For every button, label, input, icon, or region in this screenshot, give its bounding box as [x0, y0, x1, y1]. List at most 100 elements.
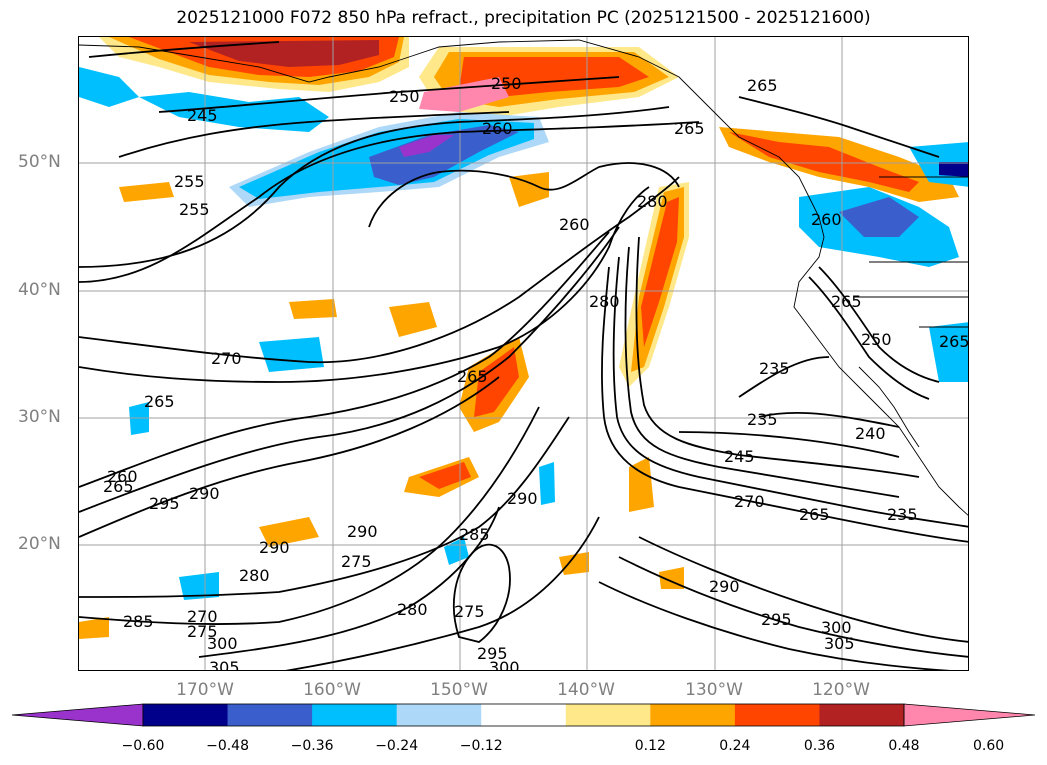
us-state-border: [854, 176, 968, 328]
colorbar-segment: [143, 704, 229, 726]
contour-line: [612, 256, 968, 528]
contour-label: 285: [459, 525, 490, 544]
colorbar-segment: [565, 704, 651, 726]
contour-label: 265: [144, 392, 175, 411]
contour-line: [158, 76, 620, 113]
positive-anomaly-area: [189, 40, 379, 67]
contour-line: [598, 581, 951, 670]
colorbar-tick-label: 0.24: [719, 738, 751, 754]
contour-line: [452, 543, 511, 643]
contour-label: 265: [674, 119, 705, 138]
colorbar-segments: [11, 703, 1036, 727]
contour-line: [79, 226, 620, 513]
contour-label: 265: [799, 505, 830, 524]
colorbar-segment: [396, 704, 482, 726]
colorbar-tick-label: −0.48: [206, 738, 249, 754]
positive-anomaly-area: [289, 299, 337, 319]
contour-label: 300: [207, 634, 238, 653]
contour-line: [79, 406, 540, 625]
latitude-label: 50°N: [18, 152, 61, 172]
contour-line: [368, 162, 680, 228]
contour-line: [638, 536, 968, 643]
positive-anomaly-area: [419, 462, 471, 489]
contour-line: [738, 356, 830, 398]
contour-line: [118, 111, 510, 158]
negative-anomaly-area: [939, 162, 968, 177]
contour-label: 280: [589, 292, 620, 311]
longitude-label: 130°W: [685, 680, 743, 700]
colorbar-segment: [650, 704, 736, 726]
negative-anomaly-area: [259, 337, 324, 372]
contour-label: 235: [887, 505, 918, 524]
contour-label: 305: [824, 634, 855, 653]
contour-label: 235: [759, 359, 790, 378]
negative-anomaly-area: [179, 572, 219, 600]
contour-labels: 250 250 245 265 260 265 255 255 280 260 …: [103, 74, 969, 670]
positive-anomaly-area: [389, 302, 437, 337]
contour-label: 285: [123, 612, 154, 631]
colorbar-tick-label: 0.36: [803, 738, 836, 754]
contour-label: 290: [259, 538, 290, 557]
longitude-label: 160°W: [303, 680, 361, 700]
contour-label: 270: [211, 349, 242, 368]
contour-label: 250: [861, 330, 892, 349]
colorbar: [11, 703, 1036, 727]
bc-coastline: [793, 196, 968, 516]
contour-label: 265: [103, 477, 134, 496]
colorbar-tick-label: 0.60: [972, 738, 1005, 754]
map-gridlines: [79, 37, 968, 670]
contour-label: 275: [341, 552, 372, 571]
contour-line: [285, 516, 600, 670]
positive-anomaly-area: [79, 617, 109, 639]
contour-line: [758, 412, 900, 428]
negative-anomaly-area: [929, 322, 968, 382]
contour-label: 260: [559, 215, 590, 234]
contour-label: 260: [107, 467, 138, 486]
colorbar-segment: [819, 704, 905, 726]
positive-anomaly-area: [559, 552, 589, 575]
contour-label: 265: [457, 367, 488, 386]
contour-line: [624, 246, 900, 498]
negative-anomaly-area: [79, 67, 139, 107]
colorbar-tick-label: 0.12: [634, 738, 666, 754]
contour-line: [618, 556, 968, 658]
colorbar-tick-label: −0.60: [121, 738, 165, 754]
contour-line: [79, 121, 700, 283]
latitude-label: 30°N: [18, 407, 61, 427]
colorbar-tick-label: −0.36: [290, 738, 334, 754]
contour-line: [738, 96, 940, 158]
contour-line: [635, 236, 920, 478]
contour-label: 260: [811, 210, 842, 229]
contour-label: 265: [831, 292, 862, 311]
colorbar-extend-high: [903, 703, 1036, 727]
contour-label: 280: [239, 566, 270, 585]
colorbar-segment: [227, 704, 313, 726]
positive-anomaly-area: [729, 132, 919, 192]
contour-label: 265: [939, 332, 969, 351]
positive-anomaly-area: [474, 347, 519, 417]
positive-anomaly-area: [629, 457, 654, 512]
contour-label: 290: [507, 489, 538, 508]
contour-label: 275: [454, 602, 485, 621]
contour-label: 245: [724, 447, 755, 466]
negative-anomaly-area: [539, 462, 555, 505]
contour-label: 275: [187, 622, 218, 641]
contour-label: 250: [389, 87, 420, 106]
contour-label: 270: [734, 492, 765, 511]
baja-coastline: [858, 366, 920, 448]
colorbar-tick-label: 0.48: [888, 738, 920, 754]
contour-label: 240: [855, 424, 886, 443]
contour-line: [79, 176, 680, 364]
longitude-label: 120°W: [812, 680, 870, 700]
positive-anomaly-area: [509, 172, 549, 207]
contour-label: 255: [179, 200, 210, 219]
colorbar-tick-label: −0.24: [375, 738, 419, 754]
contour-label: 300: [821, 618, 852, 637]
colorbar-extend-low: [11, 703, 144, 727]
contour-label: 270: [187, 607, 218, 626]
contour-line: [79, 186, 650, 383]
contour-line: [818, 266, 940, 383]
coastlines: [79, 39, 968, 516]
contour-label: 245: [187, 106, 218, 125]
